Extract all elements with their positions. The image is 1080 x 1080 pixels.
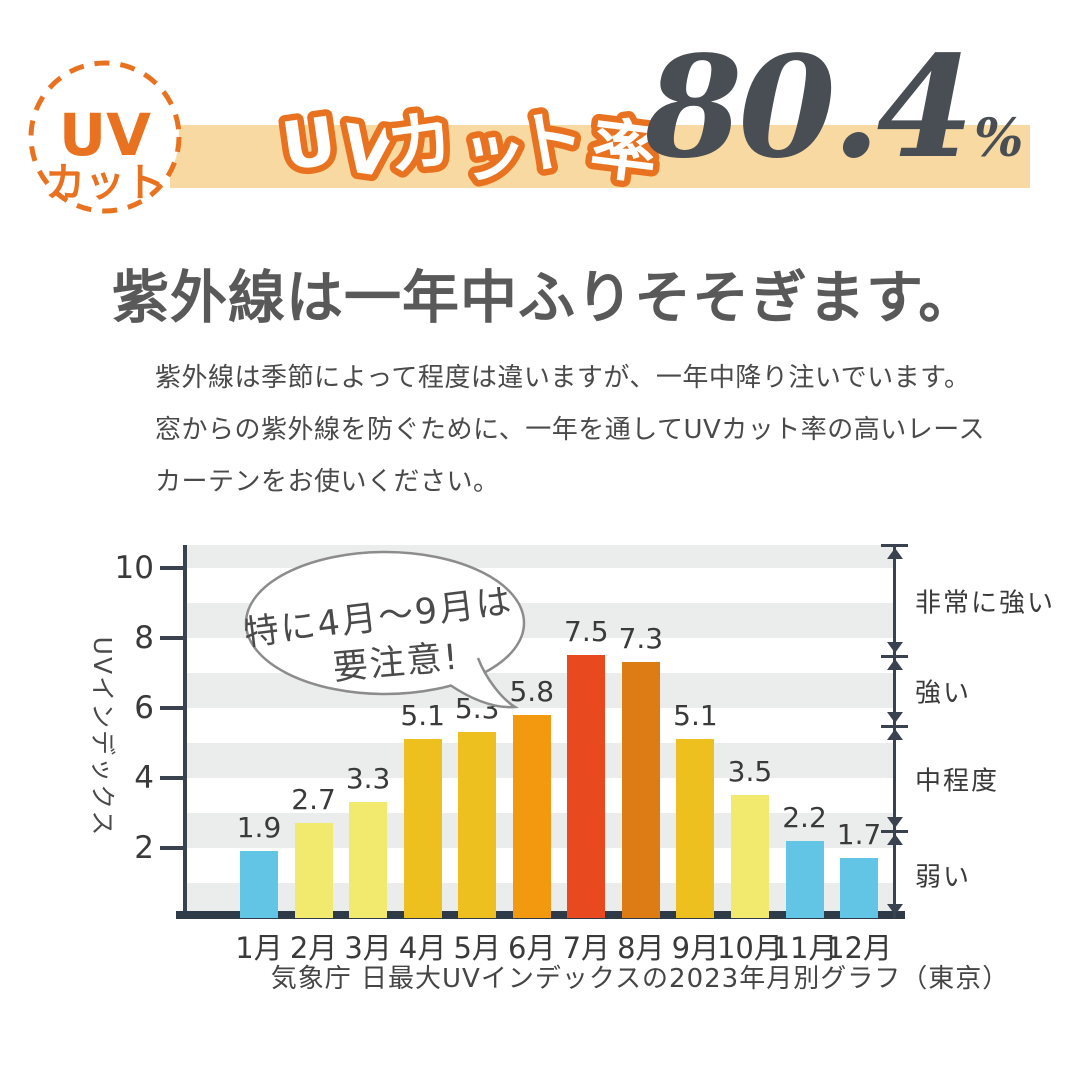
arrow-up-icon (887, 729, 903, 740)
bar (294, 823, 333, 918)
chart-source-note: 気象庁 日最大UVインデックスの2023年月別グラフ（東京） (270, 964, 1010, 994)
badge-cut-text: カット (45, 160, 165, 206)
bubble-ellipse (244, 550, 526, 696)
bar (349, 802, 388, 918)
x-tick-label: 4月 (398, 931, 447, 965)
scale-boundary-tick (881, 725, 908, 728)
bar-value-label: 5.8 (509, 675, 555, 708)
bar (621, 662, 660, 918)
x-tick-label: 10月 (716, 931, 783, 965)
x-tick-label: 1月 (235, 931, 283, 965)
arrow-down-icon (887, 642, 903, 653)
bar-value-label: 1.9 (236, 811, 282, 844)
intensity-band-label: 中程度 (915, 766, 1000, 796)
bar (458, 732, 497, 918)
uv-cut-rate: 80.4% (645, 38, 1045, 188)
banner-title-text: UVカット率 (277, 98, 661, 197)
bar (240, 851, 278, 918)
y-tick-label: 2 (134, 830, 154, 866)
arrow-down-icon (887, 817, 903, 828)
y-tick-label: 6 (134, 690, 154, 726)
x-tick-label: 3月 (344, 931, 392, 965)
body-line: 紫外線は季節によって程度は違いますが、一年中降り注いでいます。 (155, 363, 971, 393)
scale-boundary-tick (881, 544, 908, 547)
banner-title: UVカット率 (271, 92, 668, 204)
bar-value-label: 7.5 (564, 615, 609, 648)
bar-value-label: 3.3 (345, 762, 391, 795)
bar (512, 715, 551, 918)
rate-unit: % (973, 108, 1024, 169)
x-tick-label: 6月 (508, 931, 556, 965)
bar (785, 841, 824, 918)
bar (840, 858, 879, 918)
page-title: 紫外線は一年中ふりそそぎます。 (112, 265, 977, 331)
y-tick (160, 846, 187, 850)
body-line: 窓からの紫外線を防ぐために、一年を通してUVカット率の高いレース (155, 415, 985, 445)
x-tick-label: 7月 (562, 931, 611, 965)
bar (730, 795, 769, 918)
arrow-down-icon (887, 712, 903, 723)
bar-value-label: 5.1 (400, 699, 445, 732)
y-tick (160, 566, 187, 570)
intensity-band-label: 非常に強い (915, 588, 1056, 618)
y-tick-label: 10 (114, 550, 154, 586)
badge-uv-text: UV (59, 101, 151, 169)
y-tick (160, 706, 187, 710)
y-tick-label: 8 (134, 620, 154, 656)
bar-value-label: 5.1 (673, 699, 718, 732)
scale-boundary-tick (881, 830, 908, 833)
bar-value-label: 2.7 (291, 783, 336, 816)
bar-value-label: 2.2 (782, 801, 827, 834)
intensity-band-label: 強い (915, 678, 972, 709)
bar (676, 739, 715, 918)
x-tick-label: 8月 (617, 931, 665, 965)
y-axis (183, 545, 187, 918)
y-tick-label: 4 (134, 760, 154, 796)
x-tick-label: 11月 (771, 931, 838, 965)
x-tick-label: 2月 (289, 931, 338, 965)
uv-cut-badge: UV カット (28, 60, 182, 214)
y-axis-title: UVインデックス (88, 636, 117, 838)
scale-boundary-tick (881, 655, 908, 658)
arrow-up-icon (887, 659, 903, 670)
x-tick-label: 9月 (671, 931, 720, 965)
body-paragraph: 紫外線は季節によって程度は違いますが、一年中降り注いでいます。 窓からの紫外線を… (155, 352, 985, 508)
bar-value-label: 3.5 (727, 755, 773, 788)
x-tick-label: 12月 (826, 931, 892, 965)
bubble-tail (449, 657, 519, 709)
header-banner (170, 125, 1030, 188)
y-tick (160, 776, 187, 780)
bar (403, 739, 442, 918)
arrow-down-icon (887, 904, 903, 915)
bar-value-label: 1.7 (836, 818, 882, 851)
bar (567, 655, 606, 918)
dashed-circle-icon (28, 60, 182, 214)
callout-bubble: 特に4月～9月は 要注意! (242, 550, 526, 709)
y-tick (160, 636, 187, 640)
arrow-up-icon (887, 548, 903, 559)
rate-value: 80.4 (645, 26, 974, 190)
intensity-band-label: 弱い (915, 862, 972, 892)
x-tick-label: 5月 (453, 931, 501, 965)
arrow-up-icon (887, 834, 903, 845)
bar-value-label: 7.3 (618, 622, 664, 655)
body-line: カーテンをお使いください。 (155, 467, 500, 497)
